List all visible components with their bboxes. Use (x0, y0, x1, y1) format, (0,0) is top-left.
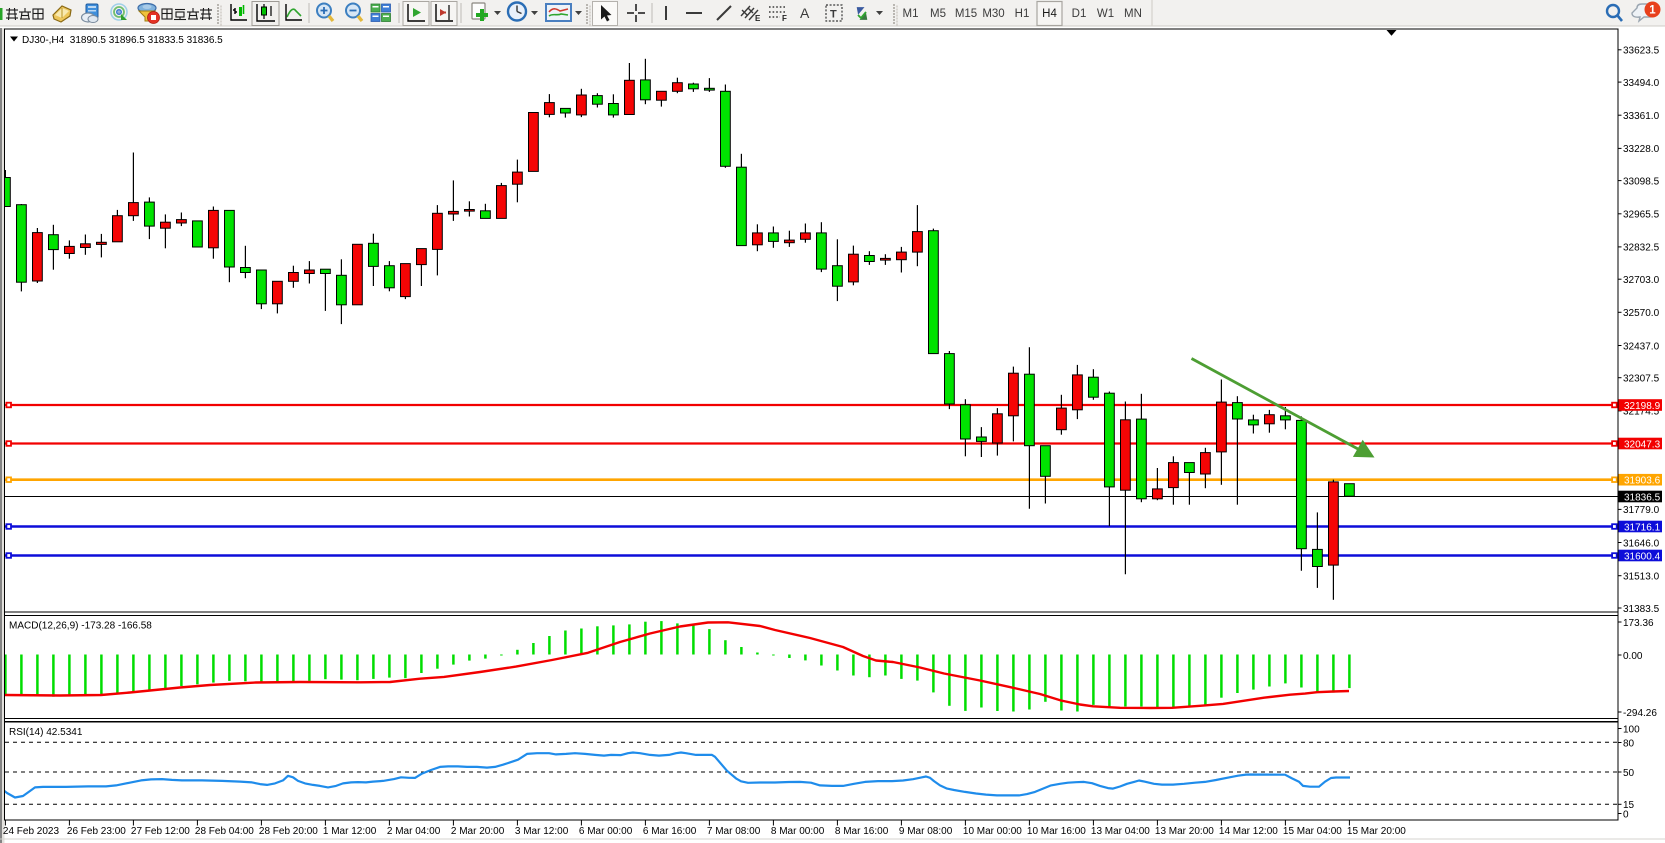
svg-text:28 Feb 20:00: 28 Feb 20:00 (259, 826, 318, 837)
svg-text:RSI(14) 42.5341: RSI(14) 42.5341 (9, 727, 83, 738)
svg-text:31779.0: 31779.0 (1623, 505, 1660, 516)
svg-text:6 Mar 00:00: 6 Mar 00:00 (579, 826, 633, 837)
svg-text:M15: M15 (955, 8, 977, 20)
svg-text:F: F (782, 14, 787, 23)
svg-text:15 Mar 04:00: 15 Mar 04:00 (1283, 826, 1342, 837)
svg-text:32198.9: 32198.9 (1624, 401, 1661, 412)
svg-text:W1: W1 (1097, 8, 1114, 20)
svg-text:31903.6: 31903.6 (1624, 476, 1661, 487)
svg-text:32703.0: 32703.0 (1623, 275, 1660, 286)
svg-text:3 Mar 12:00: 3 Mar 12:00 (515, 826, 569, 837)
svg-text:31716.1: 31716.1 (1624, 522, 1661, 533)
svg-text:M1: M1 (903, 8, 919, 20)
svg-text:24 Feb 2023: 24 Feb 2023 (3, 826, 60, 837)
svg-text:33098.5: 33098.5 (1623, 176, 1660, 187)
svg-text:13 Mar 20:00: 13 Mar 20:00 (1155, 826, 1214, 837)
svg-text:31646.0: 31646.0 (1623, 538, 1660, 549)
svg-text:15: 15 (1623, 800, 1635, 811)
svg-text:M30: M30 (982, 8, 1004, 20)
svg-text:MN: MN (1124, 8, 1142, 20)
svg-text:E: E (755, 14, 761, 23)
svg-text:10 Mar 16:00: 10 Mar 16:00 (1027, 826, 1086, 837)
svg-text:32570.0: 32570.0 (1623, 308, 1660, 319)
svg-text:H4: H4 (1042, 8, 1057, 20)
svg-text:31513.0: 31513.0 (1623, 572, 1660, 583)
svg-text:32047.3: 32047.3 (1624, 439, 1661, 450)
svg-text:31836.5: 31836.5 (1624, 492, 1661, 503)
svg-text:32832.5: 32832.5 (1623, 243, 1660, 254)
svg-text:0.00: 0.00 (1623, 651, 1643, 662)
svg-text:32965.5: 32965.5 (1623, 210, 1660, 221)
svg-text:1 Mar 12:00: 1 Mar 12:00 (323, 826, 377, 837)
svg-text:D1: D1 (1072, 8, 1087, 20)
svg-text:31383.5: 31383.5 (1623, 604, 1660, 615)
svg-text:100: 100 (1623, 724, 1640, 735)
svg-text:32307.5: 32307.5 (1623, 374, 1660, 385)
svg-text:H1: H1 (1015, 8, 1030, 20)
svg-text:80: 80 (1623, 738, 1635, 749)
svg-text:1: 1 (1649, 5, 1656, 17)
svg-text:27 Feb 12:00: 27 Feb 12:00 (131, 826, 190, 837)
svg-text:9 Mar 08:00: 9 Mar 08:00 (899, 826, 953, 837)
svg-text:31600.4: 31600.4 (1624, 551, 1661, 562)
svg-text:33623.5: 33623.5 (1623, 46, 1660, 57)
svg-text:26 Feb 23:00: 26 Feb 23:00 (67, 826, 126, 837)
svg-text:A: A (800, 5, 810, 21)
svg-text:8 Mar 00:00: 8 Mar 00:00 (771, 826, 825, 837)
svg-text:M5: M5 (930, 8, 946, 20)
svg-text:50: 50 (1623, 768, 1635, 779)
svg-text:DJ30-,H4 31890.5 31896.5 3183: DJ30-,H4 31890.5 31896.5 31833.5 31836.5 (22, 35, 223, 46)
svg-text:33228.0: 33228.0 (1623, 144, 1660, 155)
svg-text:28 Feb 04:00: 28 Feb 04:00 (195, 826, 254, 837)
svg-text:32437.0: 32437.0 (1623, 341, 1660, 352)
svg-text:33494.0: 33494.0 (1623, 78, 1660, 89)
svg-text:MACD(12,26,9) -173.28 -166.58: MACD(12,26,9) -173.28 -166.58 (9, 620, 152, 631)
svg-text:33361.0: 33361.0 (1623, 111, 1660, 122)
svg-text:32174.5: 32174.5 (1623, 407, 1660, 418)
svg-text:7 Mar 08:00: 7 Mar 08:00 (707, 826, 761, 837)
svg-text:-294.26: -294.26 (1623, 708, 1657, 719)
svg-text:10 Mar 00:00: 10 Mar 00:00 (963, 826, 1022, 837)
svg-text:15 Mar 20:00: 15 Mar 20:00 (1347, 826, 1406, 837)
svg-text:T: T (830, 9, 837, 21)
svg-text:14 Mar 12:00: 14 Mar 12:00 (1219, 826, 1278, 837)
svg-text:13 Mar 04:00: 13 Mar 04:00 (1091, 826, 1150, 837)
svg-text:6 Mar 16:00: 6 Mar 16:00 (643, 826, 697, 837)
svg-text:2 Mar 20:00: 2 Mar 20:00 (451, 826, 505, 837)
svg-text:2 Mar 04:00: 2 Mar 04:00 (387, 826, 441, 837)
svg-text:173.36: 173.36 (1623, 618, 1654, 629)
svg-text:8 Mar 16:00: 8 Mar 16:00 (835, 826, 889, 837)
svg-text:0: 0 (1623, 809, 1629, 820)
